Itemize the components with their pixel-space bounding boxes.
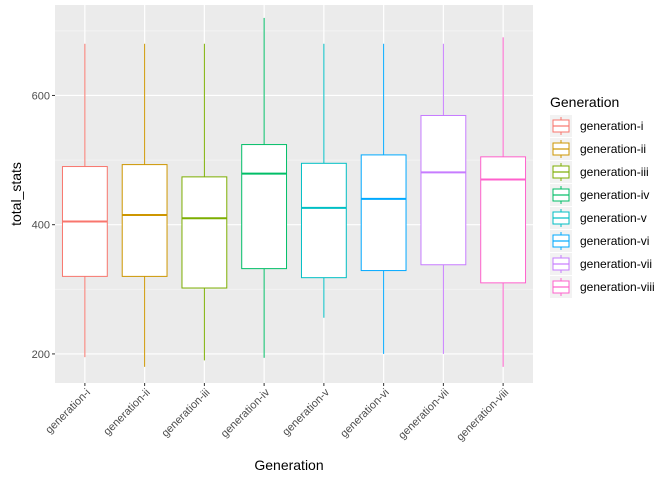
- box-body: [480, 156, 527, 284]
- legend-item-generation-vii: generation-vii: [550, 253, 652, 275]
- box-generation-iv: [241, 17, 288, 358]
- y-tick-label: 200: [32, 349, 50, 361]
- legend-label: generation-iii: [580, 165, 649, 179]
- legend-label: generation-viii: [580, 280, 655, 294]
- legend-label: generation-vi: [580, 234, 649, 248]
- legend-label: generation-i: [580, 119, 643, 133]
- box-generation-iii: [181, 43, 228, 361]
- x-tick-label: generation-iv: [219, 386, 273, 440]
- y-axis-title: total_stats: [8, 162, 24, 226]
- legend-item-generation-v: generation-v: [550, 207, 647, 229]
- legend-item-generation-ii: generation-ii: [550, 138, 646, 160]
- legend-label: generation-iv: [580, 188, 649, 202]
- box-generation-v: [300, 43, 347, 318]
- legend-title: Generation: [550, 94, 619, 110]
- x-tick-label: generation-viii: [454, 387, 511, 444]
- box-body: [121, 164, 168, 277]
- box-generation-i: [61, 43, 108, 358]
- legend-item-generation-viii: generation-viii: [550, 276, 655, 298]
- box-series: [61, 17, 527, 367]
- box-body: [300, 162, 347, 279]
- x-axis-title: Generation: [254, 457, 323, 473]
- box-body: [360, 154, 407, 272]
- x-tick-label: generation-v: [280, 386, 332, 438]
- box-body: [181, 176, 228, 289]
- box-body: [420, 114, 467, 266]
- legend: Generation generation-i generation-ii gene…: [550, 94, 655, 298]
- x-tick-label: generation-iii: [159, 387, 212, 440]
- legend-item-generation-iv: generation-iv: [550, 184, 649, 206]
- y-tick-label: 600: [32, 90, 50, 102]
- x-tick-label: generation-vii: [396, 387, 451, 442]
- legend-item-generation-vi: generation-vi: [550, 230, 649, 252]
- y-tick-label: 400: [32, 220, 50, 232]
- x-tick-label: generation-vi: [338, 387, 391, 440]
- box-generation-viii: [480, 37, 527, 367]
- legend-label: generation-vii: [580, 257, 652, 271]
- y-axis-ticks: 200 400 600: [32, 90, 55, 361]
- legend-label: generation-ii: [580, 142, 646, 156]
- box-body: [241, 144, 288, 270]
- x-tick-label: generation-ii: [101, 387, 152, 438]
- x-tick-label: generation-i: [43, 387, 93, 437]
- x-axis-ticks: generation-i generation-ii generation-iii g…: [43, 383, 511, 444]
- box-generation-ii: [121, 43, 168, 367]
- legend-item-generation-i: generation-i: [550, 115, 643, 137]
- legend-label: generation-v: [580, 211, 647, 225]
- legend-item-generation-iii: generation-iii: [550, 161, 649, 183]
- box-generation-vi: [360, 43, 407, 354]
- box-generation-vii: [420, 43, 467, 354]
